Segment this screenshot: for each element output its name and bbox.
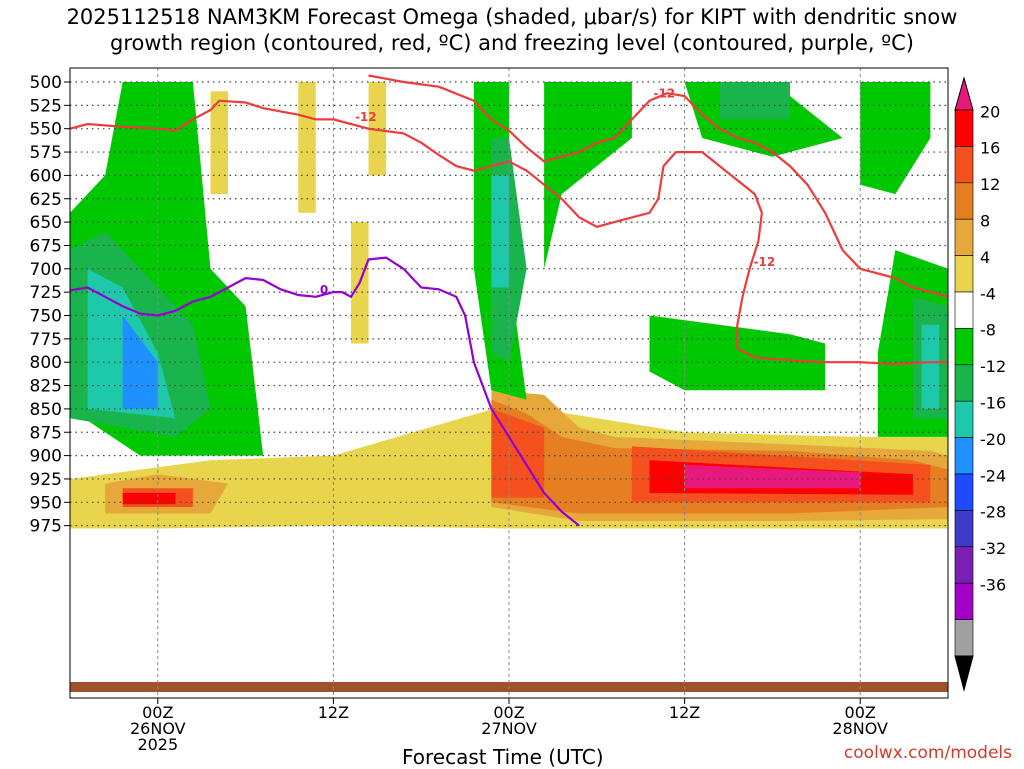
colorbar-label-6: -8 xyxy=(980,321,996,340)
y-tick-label-550: 550 xyxy=(30,120,62,140)
source-credit: coolwx.com/models xyxy=(843,743,1012,763)
y-tick-label-900: 900 xyxy=(30,447,62,467)
y-tick-label-950: 950 xyxy=(30,493,62,513)
contour-label-3: 0 xyxy=(320,283,328,297)
colorbar-swatch-9 xyxy=(954,437,974,475)
chart-title-line2: growth region (contoured, red, ºC) and f… xyxy=(110,31,914,55)
colorbar-label-1: 16 xyxy=(980,139,1000,158)
y-tick-label-925: 925 xyxy=(30,470,62,490)
colorbar: 20 16 12 8 4 -4 -8 -12 -16 -20 -24 -28 -32 -36 xyxy=(954,76,1006,692)
contour-line-1 xyxy=(368,74,949,298)
chart-title-line1: 2025112518 NAM3KM Forecast Omega (shaded… xyxy=(66,5,958,29)
x-tick-label-20-0: 00Z xyxy=(493,703,524,722)
x-tick-label-0-1: 26NOV xyxy=(130,719,186,738)
y-tick-label-825: 825 xyxy=(30,377,62,397)
y-tick-label-525: 525 xyxy=(30,96,62,116)
colorbar-swatch-0 xyxy=(954,109,974,147)
colorbar-label-3: 8 xyxy=(980,211,990,230)
colorbar-label-5: -4 xyxy=(980,284,996,303)
omega-region-11 xyxy=(210,91,228,195)
y-tick-label-700: 700 xyxy=(30,260,62,280)
x-axis-title: Forecast Time (UTC) xyxy=(402,745,604,769)
y-tick-label-675: 675 xyxy=(30,236,62,256)
contour-label-0: -12 xyxy=(355,110,377,124)
plot-frame xyxy=(69,67,949,699)
y-tick-label-650: 650 xyxy=(30,213,62,233)
omega-region-10 xyxy=(298,82,316,213)
y-tick-label-750: 750 xyxy=(30,307,62,327)
y-tick-label-500: 500 xyxy=(30,73,62,93)
colorbar-swatch-12 xyxy=(954,546,974,584)
y-tick-label-850: 850 xyxy=(30,400,62,420)
omega-region-28 xyxy=(860,82,931,195)
omega-region-27 xyxy=(921,324,940,409)
colorbar-swatch-2 xyxy=(954,182,974,220)
colorbar-swatch-6 xyxy=(954,328,974,366)
colorbar-swatch-5 xyxy=(954,291,974,329)
colorbar-label-0: 20 xyxy=(980,102,1000,121)
y-tick-label-875: 875 xyxy=(30,423,62,443)
colorbar-swatch-3 xyxy=(954,218,974,256)
omega-region-23 xyxy=(719,82,790,120)
colorbar-label-4: 4 xyxy=(980,248,990,267)
colorbar-label-7: -12 xyxy=(980,357,1006,376)
x-tick-label-40-1: 28NOV xyxy=(832,719,888,738)
y-tick-label-800: 800 xyxy=(30,353,62,373)
colorbar-swatch-10 xyxy=(954,473,974,511)
colorbar-label-9: -20 xyxy=(980,430,1006,449)
colorbar-swatch-7 xyxy=(954,364,974,402)
y-tick-label-575: 575 xyxy=(30,143,62,163)
colorbar-label-10: -24 xyxy=(980,466,1006,485)
omega-region-7 xyxy=(122,493,176,505)
colorbar-swatch-11 xyxy=(954,510,974,548)
colorbar-label-12: -32 xyxy=(980,539,1006,558)
colorbar-swatch-13 xyxy=(954,582,974,620)
omega-region-24 xyxy=(649,315,826,391)
x-tick-label-0-2: 2025 xyxy=(137,735,178,754)
omega-region-9 xyxy=(684,464,861,489)
contour-lines: -12 -12 -12 0 xyxy=(69,74,949,527)
contour-label-1: -12 xyxy=(653,87,675,101)
y-tick-label-775: 775 xyxy=(30,330,62,350)
colorbar-swatch-8 xyxy=(954,400,974,438)
x-tick-label-0-0: 00Z xyxy=(142,703,173,722)
colorbar-label-11: -28 xyxy=(980,503,1006,522)
colorbar-swatch-1 xyxy=(954,146,974,184)
contour-line-3 xyxy=(69,256,580,527)
x-tick-label-10-0: 12Z xyxy=(318,703,349,722)
colorbar-swatch-4 xyxy=(954,255,974,293)
colorbar-cap-top xyxy=(954,76,974,111)
colorbar-label-2: 12 xyxy=(980,175,1000,194)
y-tick-label-600: 600 xyxy=(30,166,62,186)
x-tick-label-40-0: 00Z xyxy=(845,703,876,722)
y-tick-label-975: 975 xyxy=(30,517,62,537)
grid-lines xyxy=(70,68,948,698)
contour-line-0 xyxy=(69,99,660,228)
contour-label-2: -12 xyxy=(754,255,776,269)
contour-line-2 xyxy=(657,151,948,366)
omega-region-20 xyxy=(491,175,509,288)
colorbar-label-8: -16 xyxy=(980,393,1006,412)
x-tick-label-20-1: 27NOV xyxy=(481,719,537,738)
y-tick-label-725: 725 xyxy=(30,283,62,303)
y-tick-label-625: 625 xyxy=(30,190,62,210)
colorbar-label-13: -36 xyxy=(980,575,1006,594)
x-tick-label-30-0: 12Z xyxy=(669,703,700,722)
colorbar-cap-bottom xyxy=(954,655,974,692)
y-axis-ticks: 500 525 550 575 600 625 650 675 700 725 750 775 800 8… xyxy=(30,73,70,537)
colorbar-swatch-14 xyxy=(954,619,974,657)
